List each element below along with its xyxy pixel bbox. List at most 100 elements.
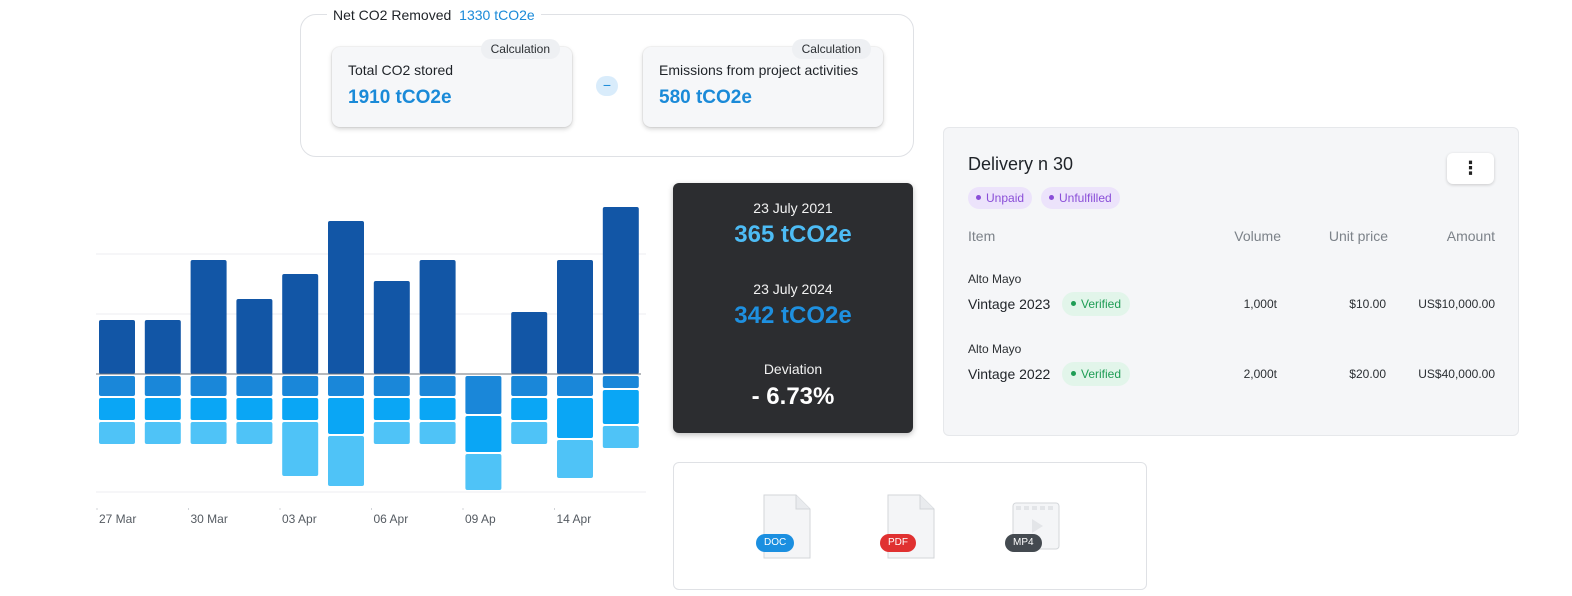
row-2-name: Vintage 2022 bbox=[968, 366, 1051, 382]
bar-segment-07-apr-s2[interactable] bbox=[419, 376, 456, 396]
total-co2-stored-box[interactable]: Calculation Total CO2 stored 1910 tCO2e bbox=[332, 39, 572, 127]
bar-segment-15-apr-s2[interactable] bbox=[602, 376, 639, 388]
stats-value-2: 342 tCO2e bbox=[734, 302, 852, 329]
row-2-volume: 2,000t bbox=[1243, 367, 1277, 381]
x-tick-label: 09 Ap bbox=[465, 512, 496, 526]
more-options-button[interactable]: ⋮ bbox=[1447, 153, 1494, 184]
bar-segment-15-apr-s1[interactable] bbox=[602, 207, 639, 374]
row-1-name: Vintage 2023 bbox=[968, 296, 1051, 312]
total-co2-stored-title: Total CO2 stored bbox=[348, 62, 454, 78]
bar-segment-06-apr-s1[interactable] bbox=[373, 281, 410, 374]
net-co2-value: 1330 tCO2e bbox=[459, 7, 535, 23]
bar-segment-14-apr-s3[interactable] bbox=[557, 398, 593, 438]
column-header-amount: Amount bbox=[1446, 228, 1495, 244]
mp4-file[interactable]: MP4 bbox=[1005, 494, 1060, 559]
bar-segment-27-mar-s1[interactable] bbox=[99, 320, 135, 374]
bar-segment-30-mar-s2[interactable] bbox=[190, 376, 227, 396]
bar-segment-28-mar-s3[interactable] bbox=[144, 398, 181, 420]
stats-value-1: 365 tCO2e bbox=[734, 221, 852, 248]
x-tick-label: 27 Mar bbox=[99, 512, 137, 526]
bar-segment-11-apr-s4[interactable] bbox=[511, 422, 548, 444]
bar-chart-svg bbox=[96, 207, 646, 510]
bar-segment-30-mar-s3[interactable] bbox=[190, 398, 227, 420]
bar-segment-11-apr-s2[interactable] bbox=[511, 376, 548, 396]
stats-date-2: 23 July 2024 bbox=[753, 281, 833, 297]
deviation-value: - 6.73% bbox=[751, 383, 835, 410]
bar-segment-14-apr-s2[interactable] bbox=[557, 376, 593, 396]
bar-segment-03-apr-s4[interactable] bbox=[282, 422, 319, 476]
x-tick-label: 03 Apr bbox=[282, 512, 317, 526]
bar-segment-27-mar-s3[interactable] bbox=[99, 398, 135, 420]
column-header-unit-price: Unit price bbox=[1328, 228, 1388, 244]
delivery-card: Delivery n 30 ⋮ Unpaid Unfulfilled Item … bbox=[943, 127, 1519, 436]
bar-segment-06-apr-s2[interactable] bbox=[373, 376, 410, 396]
bar-segment-04-apr-s4[interactable] bbox=[328, 436, 364, 486]
x-tick-label: 14 Apr bbox=[556, 512, 592, 526]
bar-segment-03-apr-s2[interactable] bbox=[282, 376, 319, 396]
column-header-item: Item bbox=[968, 228, 996, 244]
bar-segment-30-mar-s1[interactable] bbox=[190, 260, 227, 374]
x-tick-label: 30 Mar bbox=[190, 512, 228, 526]
row-1-volume: 1,000t bbox=[1243, 297, 1277, 311]
calculation-tag[interactable]: Calculation bbox=[791, 39, 871, 59]
bar-segment-31-mar-s3[interactable] bbox=[236, 398, 273, 420]
bar-segment-31-mar-s1[interactable] bbox=[236, 299, 273, 374]
bar-segment-31-mar-s4[interactable] bbox=[236, 422, 273, 444]
bar-segment-04-apr-s3[interactable] bbox=[328, 398, 364, 434]
net-co2-label: Net CO2 Removed bbox=[333, 7, 452, 23]
bar-segment-03-apr-s1[interactable] bbox=[282, 274, 319, 374]
column-header-volume: Volume bbox=[1234, 228, 1281, 244]
bar-segment-31-mar-s2[interactable] bbox=[236, 376, 273, 396]
bar-segment-07-apr-s4[interactable] bbox=[419, 422, 456, 444]
calculation-tag[interactable]: Calculation bbox=[480, 39, 560, 59]
pdf-file-badge: PDF bbox=[880, 534, 916, 552]
bar-segment-15-apr-s3[interactable] bbox=[602, 390, 639, 424]
doc-file-badge: DOC bbox=[756, 534, 795, 552]
bar-segment-28-mar-s4[interactable] bbox=[144, 422, 181, 444]
stats-date-1: 23 July 2021 bbox=[753, 200, 833, 216]
bar-segment-09-ap-s3[interactable] bbox=[465, 416, 502, 452]
bar-segment-14-apr-s4[interactable] bbox=[557, 440, 593, 478]
delivery-title: Delivery n 30 bbox=[968, 154, 1074, 174]
bar-segment-03-apr-s3[interactable] bbox=[282, 398, 319, 420]
net-co2-legend: Net CO2 Removed 1330 tCO2e bbox=[327, 6, 541, 24]
bar-segment-04-apr-s1[interactable] bbox=[328, 221, 364, 374]
bar-segment-11-apr-s1[interactable] bbox=[511, 312, 548, 374]
bar-segment-07-apr-s1[interactable] bbox=[419, 260, 456, 374]
deviation-label: Deviation bbox=[763, 361, 823, 377]
bar-segment-27-mar-s4[interactable] bbox=[99, 422, 135, 444]
x-tick-label: 06 Apr bbox=[373, 512, 409, 526]
bar-segment-04-apr-s2[interactable] bbox=[328, 376, 364, 396]
total-co2-stored-value: 1910 tCO2e bbox=[348, 87, 452, 108]
row-1-verified-badge: Verified bbox=[1062, 292, 1131, 316]
project-emissions-title: Emissions from project activities bbox=[659, 62, 859, 78]
row-2-unit-price: $20.00 bbox=[1349, 367, 1386, 381]
bar-segment-06-apr-s4[interactable] bbox=[373, 422, 410, 444]
bar-segment-28-mar-s1[interactable] bbox=[144, 320, 181, 374]
bar-segment-14-apr-s1[interactable] bbox=[557, 260, 593, 374]
pdf-file[interactable]: PDF bbox=[880, 494, 935, 559]
bar-segment-09-ap-s2[interactable] bbox=[465, 376, 502, 414]
emissions-bar-chart: 27 Mar 30 Mar 03 Apr 06 Apr 09 Ap 14 Apr bbox=[96, 190, 646, 540]
row-1-amount: US$10,000.00 bbox=[1418, 297, 1495, 311]
bar-segment-11-apr-s3[interactable] bbox=[511, 398, 548, 420]
bar-segment-30-mar-s4[interactable] bbox=[190, 422, 227, 444]
bar-segment-28-mar-s2[interactable] bbox=[144, 376, 181, 396]
bar-segment-27-mar-s2[interactable] bbox=[99, 376, 135, 396]
bar-segment-15-apr-s4[interactable] bbox=[602, 426, 639, 448]
bar-segment-07-apr-s3[interactable] bbox=[419, 398, 456, 420]
doc-file[interactable]: DOC bbox=[756, 494, 811, 559]
bar-segment-09-ap-s4[interactable] bbox=[465, 454, 502, 490]
row-2-amount: US$40,000.00 bbox=[1418, 367, 1495, 381]
row-1-unit-price: $10.00 bbox=[1349, 297, 1386, 311]
bar-segment-06-apr-s3[interactable] bbox=[373, 398, 410, 420]
row-1-brand: Alto Mayo bbox=[968, 272, 1022, 286]
attachments-card: DOC PDF MP4 bbox=[673, 462, 1147, 590]
net-co2-card: Net CO2 Removed 1330 tCO2e Calculation T… bbox=[300, 6, 914, 157]
project-emissions-box[interactable]: Calculation Emissions from project activ… bbox=[643, 39, 883, 127]
unfulfilled-badge: Unfulfilled bbox=[1041, 187, 1120, 209]
vertical-dots-icon: ⋮ bbox=[1461, 158, 1480, 178]
x-axis-labels: 27 Mar 30 Mar 03 Apr 06 Apr 09 Ap 14 Apr bbox=[96, 512, 646, 532]
project-emissions-value: 580 tCO2e bbox=[659, 87, 752, 108]
stats-comparison-card: 23 July 2021 365 tCO2e 23 July 2024 342 … bbox=[673, 183, 913, 433]
